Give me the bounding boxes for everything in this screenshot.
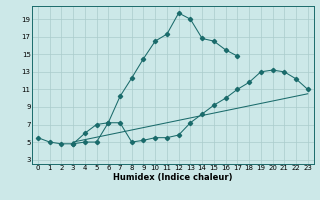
X-axis label: Humidex (Indice chaleur): Humidex (Indice chaleur): [113, 173, 233, 182]
